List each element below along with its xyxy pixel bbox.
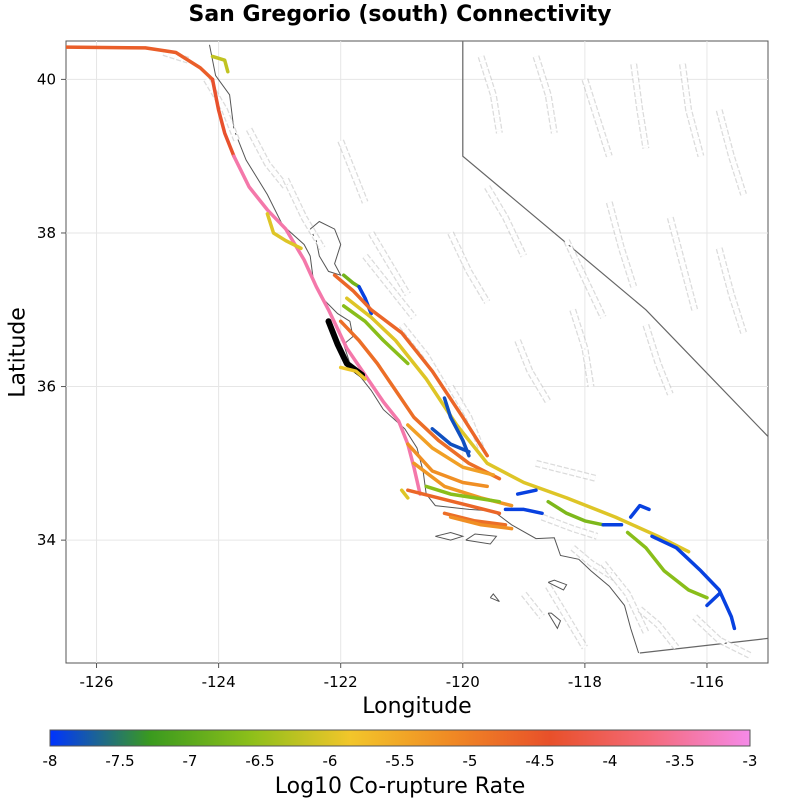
island-outline <box>547 579 568 591</box>
fault-trace-santa-barbara-orange <box>406 488 502 516</box>
x-tick-label: -124 <box>202 673 236 691</box>
colorbar-tick-label: -3 <box>742 752 758 770</box>
background-fault-core <box>541 514 598 539</box>
coastline <box>209 44 640 654</box>
fault-trace-monterey-bay-orange <box>338 319 502 481</box>
background-fault-core <box>631 63 649 149</box>
background-fault-core <box>668 217 697 311</box>
fault-trace-point-reyes-offshore <box>265 212 303 251</box>
background-fault-core <box>601 561 648 634</box>
fault-trace-hayward-green <box>341 273 361 289</box>
fault-trace-sargent-lime <box>345 296 691 554</box>
fault-trace-elsinore-blue <box>650 534 737 631</box>
x-tick-label: -118 <box>568 673 602 691</box>
background-fault-core <box>546 585 587 649</box>
background-fault-core <box>283 178 325 250</box>
bay-outline <box>309 220 342 277</box>
island-outline <box>465 533 498 545</box>
fault-trace-ventura-green <box>424 484 502 504</box>
fault-trace-los-osos-yellow <box>406 423 496 477</box>
fault-trace-san-jacinto-green <box>625 530 709 600</box>
axis-ticks: -126 -124 -122 -120 -118 -116 34 36 38 40 <box>37 70 724 691</box>
background-fault-core <box>533 55 557 134</box>
fault-trace-elmore-blue <box>705 592 721 608</box>
fault-trace-hosgri-lime <box>338 365 367 381</box>
y-tick-label: 40 <box>37 70 56 88</box>
mexico-border <box>639 637 768 654</box>
background-fault-core <box>582 78 612 157</box>
background-fault-core <box>399 323 447 388</box>
y-tick-label: 38 <box>37 224 56 242</box>
colorbar-tick-label: -6.5 <box>245 752 275 770</box>
background-fault-core <box>535 461 598 481</box>
colorbar-tick-label: -4.5 <box>525 752 555 770</box>
fault-trace-oak-ridge-blue <box>503 507 544 516</box>
fault-trace-san-andreas-north-coast <box>210 77 236 158</box>
fault-trace-sierra-madre-green <box>546 499 605 527</box>
fault-trace-malibu-gold <box>448 515 514 531</box>
background-fault-core <box>522 592 544 619</box>
fault-trace-channel-islands-orange <box>442 511 508 527</box>
fault-trace-pitas-point-blue <box>515 488 538 496</box>
x-tick-label: -120 <box>446 673 480 691</box>
fault-trace-casmalia-gold <box>406 442 489 489</box>
background-fault-core <box>717 109 746 196</box>
background-fault-core <box>564 239 606 319</box>
chart-title: San Gregorio (south) Connectivity <box>188 2 612 27</box>
background-fault-core <box>607 201 636 288</box>
background-fault-core <box>369 231 410 296</box>
fault-trace-kern-blue <box>430 427 471 454</box>
island-outline <box>547 612 562 630</box>
background-fault-core <box>448 232 490 304</box>
background-fault-core <box>204 78 239 142</box>
background-fault-core <box>485 185 526 257</box>
colorbar-tick-label: -3.5 <box>665 752 695 770</box>
y-tick-label: 34 <box>37 531 56 549</box>
fault-trace-rinconada-green <box>341 304 410 366</box>
fault-trace-calaveras-orange <box>332 273 489 458</box>
x-tick-label: -122 <box>324 673 358 691</box>
y-axis-label: Latitude <box>5 307 31 398</box>
plot-area <box>65 40 769 664</box>
colorbar-tick-label: -6 <box>322 752 338 770</box>
fault-trace-garlock-blue <box>628 503 651 519</box>
background-fault-core <box>338 139 368 204</box>
state-border <box>462 41 768 437</box>
x-axis-label: Longitude <box>362 694 472 719</box>
x-tick-label: -116 <box>690 673 724 691</box>
fault-trace-mendocino-offshore <box>66 45 215 82</box>
background-fault-core <box>693 615 751 658</box>
background-fault-core <box>247 128 288 189</box>
colorbar-label: Log10 Co-rupture Rate <box>274 774 526 799</box>
fault-trace-temblor-blue <box>442 396 471 458</box>
colorbar-tick-label: -7.5 <box>105 752 135 770</box>
background-fault-core <box>363 254 416 319</box>
background-fault-core <box>478 55 502 134</box>
colorbar-tick-label: -7 <box>182 752 198 770</box>
fault-trace-hosgri-offshore-lime <box>399 488 410 500</box>
colorbar-tick-label: -5.5 <box>385 752 415 770</box>
colorbar-tick-label: -4 <box>602 752 618 770</box>
colorbar-tick-label: -8 <box>42 752 58 770</box>
x-tick-label: -126 <box>79 673 113 691</box>
fault-trace-san-andreas-peninsula <box>232 154 422 496</box>
fault-trace-maacama-green <box>210 54 230 74</box>
colorbar-tick-label: -5 <box>462 752 478 770</box>
background-fault-core <box>717 247 746 334</box>
y-tick-label: 36 <box>37 378 56 396</box>
colorbar <box>49 729 751 747</box>
background-fault-core <box>515 339 551 404</box>
background-fault-core <box>680 63 704 157</box>
island-outline <box>435 531 465 541</box>
background-fault-core <box>638 607 679 650</box>
island-outline <box>489 593 500 603</box>
background-fault-core <box>570 309 594 387</box>
